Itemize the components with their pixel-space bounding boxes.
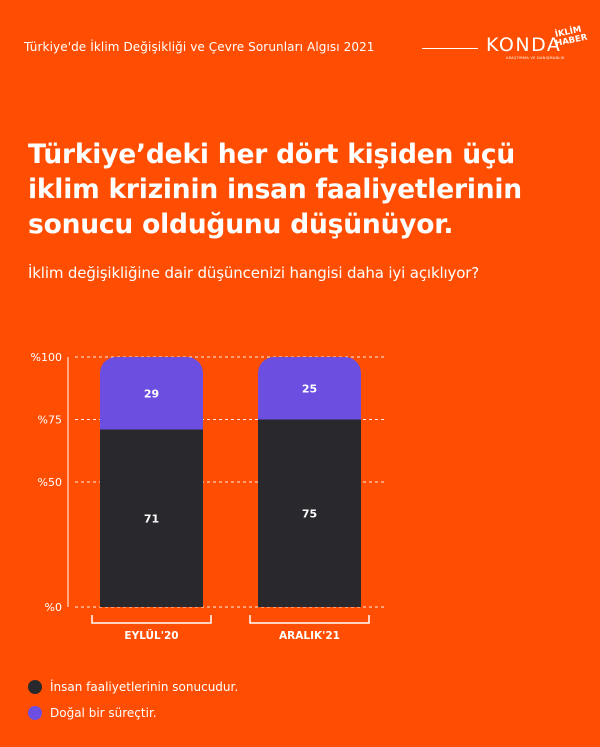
konda-logo-subtitle: ARAŞTIRMA VE DANIŞMANLIK [506, 56, 565, 60]
bar-segment [258, 357, 361, 420]
category-label: ARALIK'21 [279, 630, 340, 640]
y-tick-label: %75 [38, 414, 62, 427]
legend-label: İnsan faaliyetlerinin sonucudur. [50, 680, 239, 694]
stacked-bar-chart: %0 %50 %75 %100 71 29 EYLÜL'20 75 25 ARALIK'21 [31, 351, 385, 640]
konda-logo: KONDA ARAŞTIRMA VE DANIŞMANLIK [486, 35, 572, 60]
category-bracket [91, 615, 212, 624]
bar-segment [100, 357, 203, 430]
bar-segment [258, 419, 361, 607]
legend-item: İnsan faaliyetlerinin sonucudur. [28, 679, 238, 695]
question-subtitle: İklim değişikliğine dair düşüncenizi han… [28, 264, 480, 282]
konda-logo-word: KONDA [486, 34, 562, 56]
y-tick-label: %50 [38, 476, 62, 489]
header: Türkiye'de İklim Değişikliği ve Çevre So… [24, 25, 588, 62]
bar-value-label: 71 [144, 512, 159, 525]
legend-item: Doğal bir süreçtir. [28, 705, 238, 721]
legend-label: Doğal bir süreçtir. [50, 706, 157, 720]
header-title: Türkiye'de İklim Değişikliği ve Çevre So… [24, 40, 375, 54]
y-tick-label: %0 [45, 601, 62, 614]
bar-segment [100, 429, 203, 607]
y-tick-label: %100 [31, 351, 62, 364]
legend-swatch [28, 706, 42, 720]
legend: İnsan faaliyetlerinin sonucudur. Doğal bi… [28, 679, 238, 731]
category-bracket [249, 615, 370, 624]
headline: Türkiye’deki her dört kişiden üçü iklim … [28, 139, 522, 240]
header-divider [422, 48, 478, 49]
legend-swatch [28, 680, 42, 694]
bar-value-label: 75 [302, 507, 317, 520]
bar-value-label: 25 [302, 382, 317, 395]
category-label: EYLÜL'20 [124, 628, 178, 640]
iklim-haber-logo: İKLİM HABER [553, 25, 589, 64]
bar-value-label: 29 [144, 387, 159, 400]
